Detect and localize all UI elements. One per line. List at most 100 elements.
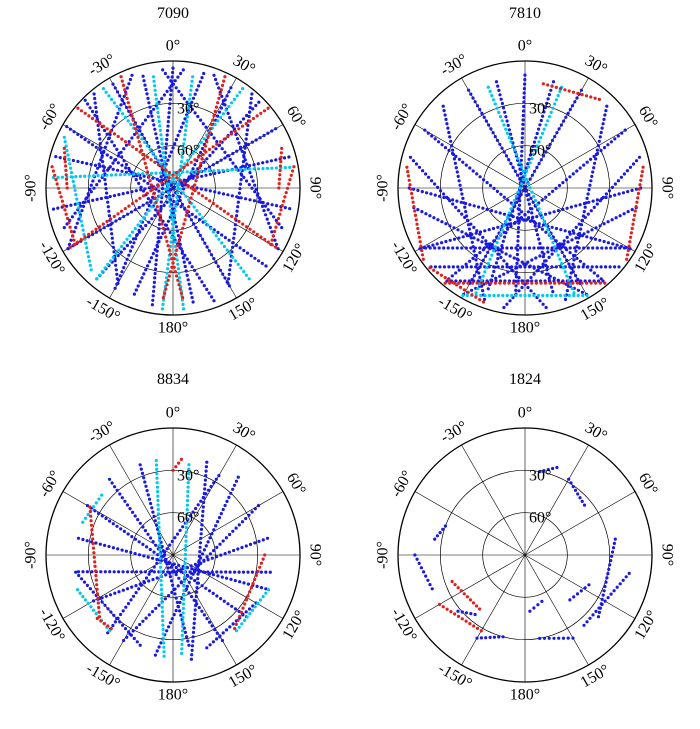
satellite-point <box>551 106 555 110</box>
satellite-point <box>442 195 446 200</box>
azimuth-spoke <box>524 554 636 619</box>
satellite-point <box>91 590 95 594</box>
satellite-point <box>204 544 208 548</box>
satellite-point <box>553 281 557 285</box>
satellite-point <box>142 194 146 198</box>
satellite-point <box>475 604 479 608</box>
satellite-point <box>609 140 614 144</box>
satellite-point <box>171 222 176 226</box>
satellite-point <box>485 266 489 270</box>
satellite-point <box>98 122 102 126</box>
satellite-point <box>91 546 96 550</box>
satellite-point <box>228 570 232 574</box>
satellite-point <box>233 129 237 133</box>
satellite-point <box>520 210 524 214</box>
satellite-point <box>495 189 499 193</box>
satellite-point <box>554 186 558 190</box>
satellite-point <box>213 109 217 113</box>
satellite-point <box>173 79 177 83</box>
satellite-point <box>412 205 416 209</box>
satellite-point <box>538 254 542 258</box>
satellite-point <box>72 130 76 134</box>
satellite-point <box>155 467 159 471</box>
satellite-point <box>50 165 54 169</box>
satellite-point <box>190 212 194 216</box>
satellite-point <box>100 596 104 600</box>
satellite-point <box>454 154 458 158</box>
satellite-point <box>193 608 197 612</box>
satellite-point <box>100 600 104 604</box>
satellite-point <box>119 150 123 154</box>
satellite-point <box>416 226 420 231</box>
satellite-point <box>493 245 497 249</box>
satellite-point <box>74 570 78 574</box>
satellite-point <box>210 295 214 299</box>
satellite-point <box>168 561 172 565</box>
satellite-point <box>198 212 202 216</box>
satellite-point <box>128 105 132 109</box>
satellite-point <box>156 141 160 145</box>
satellite-point <box>58 191 62 195</box>
satellite-point <box>480 111 484 115</box>
satellite-point <box>574 249 578 253</box>
satellite-point <box>133 552 137 556</box>
satellite-point <box>283 195 287 199</box>
satellite-point <box>194 215 198 219</box>
satellite-point <box>577 222 581 226</box>
satellite-point <box>114 252 118 256</box>
satellite-point <box>521 281 525 285</box>
satellite-point <box>159 207 163 211</box>
satellite-point <box>589 157 593 161</box>
satellite-point <box>159 570 163 574</box>
satellite-point <box>161 619 165 623</box>
satellite-point <box>103 543 107 548</box>
satellite-point <box>118 217 122 221</box>
satellite-point <box>247 183 251 187</box>
satellite-point <box>129 598 133 602</box>
satellite-point <box>177 276 182 280</box>
satellite-point <box>75 197 79 201</box>
satellite-point <box>500 146 504 150</box>
satellite-point <box>159 235 163 240</box>
satellite-point <box>64 144 68 148</box>
satellite-point <box>169 150 173 154</box>
satellite-point <box>595 246 599 250</box>
satellite-point <box>77 573 81 578</box>
satellite-point <box>269 211 273 215</box>
satellite-point <box>561 636 566 640</box>
satellite-point <box>560 261 564 266</box>
satellite-point <box>546 97 550 101</box>
satellite-point <box>182 142 186 146</box>
satellite-point <box>634 159 639 163</box>
satellite-point <box>188 93 192 97</box>
satellite-point <box>492 635 496 639</box>
satellite-point <box>121 623 125 627</box>
satellite-point <box>138 129 142 133</box>
satellite-point <box>591 246 595 250</box>
satellite-point <box>107 209 111 213</box>
satellite-point <box>212 136 216 140</box>
satellite-point <box>182 165 186 169</box>
satellite-point <box>134 233 139 238</box>
satellite-point <box>410 191 414 196</box>
satellite-point <box>71 158 75 163</box>
satellite-point <box>183 570 187 575</box>
satellite-point <box>204 196 208 200</box>
satellite-point <box>86 199 90 203</box>
satellite-point <box>129 109 133 113</box>
satellite-point <box>128 507 132 511</box>
satellite-point <box>463 215 467 219</box>
satellite-point <box>223 75 227 79</box>
satellite-point <box>115 524 119 528</box>
satellite-point <box>233 626 237 631</box>
satellite-point <box>119 612 123 617</box>
satellite-point <box>613 246 617 250</box>
satellite-point <box>222 137 226 141</box>
satellite-point <box>547 255 551 259</box>
satellite-point <box>160 222 164 226</box>
satellite-point <box>237 625 241 629</box>
satellite-point <box>135 131 139 135</box>
satellite-point <box>438 194 442 198</box>
satellite-point <box>68 127 72 131</box>
satellite-point <box>183 133 187 137</box>
